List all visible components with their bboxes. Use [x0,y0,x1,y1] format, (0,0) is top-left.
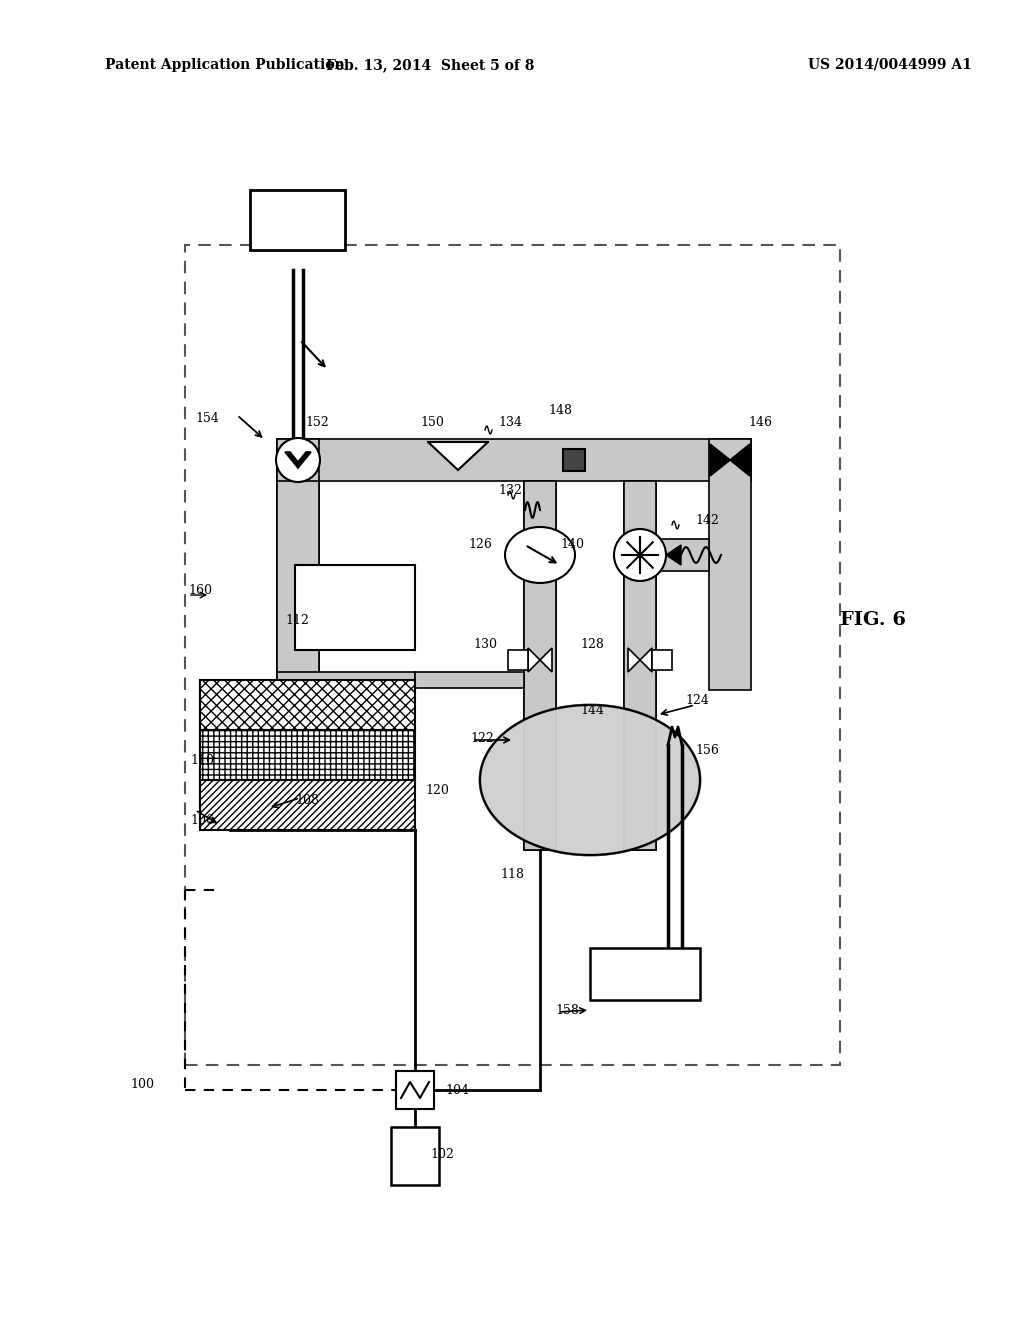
Text: 142: 142 [695,513,719,527]
Text: 118: 118 [500,869,524,882]
Bar [200,730,415,780]
Polygon shape [285,451,311,469]
Text: 108: 108 [295,793,319,807]
Text: 124: 124 [685,693,709,706]
Bar [278,480,319,680]
Circle shape [276,438,319,482]
Text: 144: 144 [580,704,604,717]
Text: Feb. 13, 2014  Sheet 5 of 8: Feb. 13, 2014 Sheet 5 of 8 [326,58,535,73]
Polygon shape [528,648,540,672]
Polygon shape [540,648,552,672]
Text: 130: 130 [473,639,497,652]
Text: 156: 156 [695,743,719,756]
Text: 160: 160 [188,583,212,597]
Text: 104: 104 [445,1084,469,1097]
Text: 158: 158 [555,1003,579,1016]
Polygon shape [710,444,730,477]
Text: FIG. 6: FIG. 6 [840,611,906,630]
Polygon shape [480,705,700,855]
Text: 140: 140 [560,539,584,552]
Text: 146: 146 [748,416,772,429]
Text: 132: 132 [498,483,522,496]
Text: 148: 148 [548,404,572,417]
Circle shape [614,529,666,581]
Bar [278,672,415,688]
Text: 134: 134 [498,416,522,429]
Bar [508,649,528,671]
Bar [524,480,556,850]
Text: 154: 154 [195,412,219,425]
Ellipse shape [480,705,700,855]
Ellipse shape [505,527,575,583]
Bar [278,440,319,680]
Bar [295,565,415,649]
Text: 110: 110 [190,754,214,767]
Text: 102: 102 [430,1148,454,1162]
Bar [391,1127,439,1185]
Text: 120: 120 [425,784,449,796]
Bar [656,539,709,572]
Bar [563,449,585,471]
Bar [415,672,524,688]
Bar [185,246,840,1065]
Bar [709,440,751,690]
Text: 128: 128 [580,639,604,652]
Text: US 2014/0044999 A1: US 2014/0044999 A1 [808,58,972,73]
Text: 150: 150 [420,416,443,429]
Polygon shape [628,648,640,672]
Bar [278,440,751,480]
Text: 152: 152 [305,416,329,429]
Bar [624,480,656,850]
Text: 126: 126 [468,539,492,552]
Polygon shape [428,442,488,470]
Bar [652,649,672,671]
Text: 112: 112 [285,614,309,627]
Bar [590,948,700,1001]
Bar [624,480,656,850]
Bar [200,780,415,830]
Polygon shape [666,545,681,565]
Bar [200,680,415,730]
Bar [524,480,556,850]
Polygon shape [640,648,652,672]
Text: Patent Application Publication: Patent Application Publication [105,58,345,73]
Bar [396,1071,434,1109]
Polygon shape [730,444,750,477]
Text: 100: 100 [130,1078,154,1092]
Text: 106: 106 [190,813,214,826]
Bar [250,190,345,249]
Text: 122: 122 [470,731,494,744]
